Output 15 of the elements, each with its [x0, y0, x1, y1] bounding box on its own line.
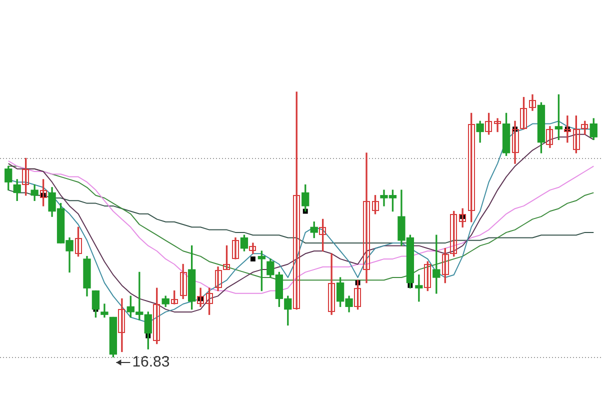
candlestick [118, 298, 125, 352]
candlestick [100, 304, 108, 318]
annotation: 16.83 [132, 354, 170, 371]
point [250, 256, 256, 262]
candlestick [363, 152, 370, 284]
candlestick [215, 266, 222, 292]
candlestick [249, 242, 256, 254]
candlestick [328, 253, 335, 315]
candlestick [180, 264, 187, 300]
candlestick [415, 274, 423, 302]
candlestick [494, 118, 501, 132]
candlestick [529, 94, 536, 111]
candlestick [546, 126, 553, 148]
candlestick [232, 237, 239, 260]
candlestick [293, 92, 300, 310]
